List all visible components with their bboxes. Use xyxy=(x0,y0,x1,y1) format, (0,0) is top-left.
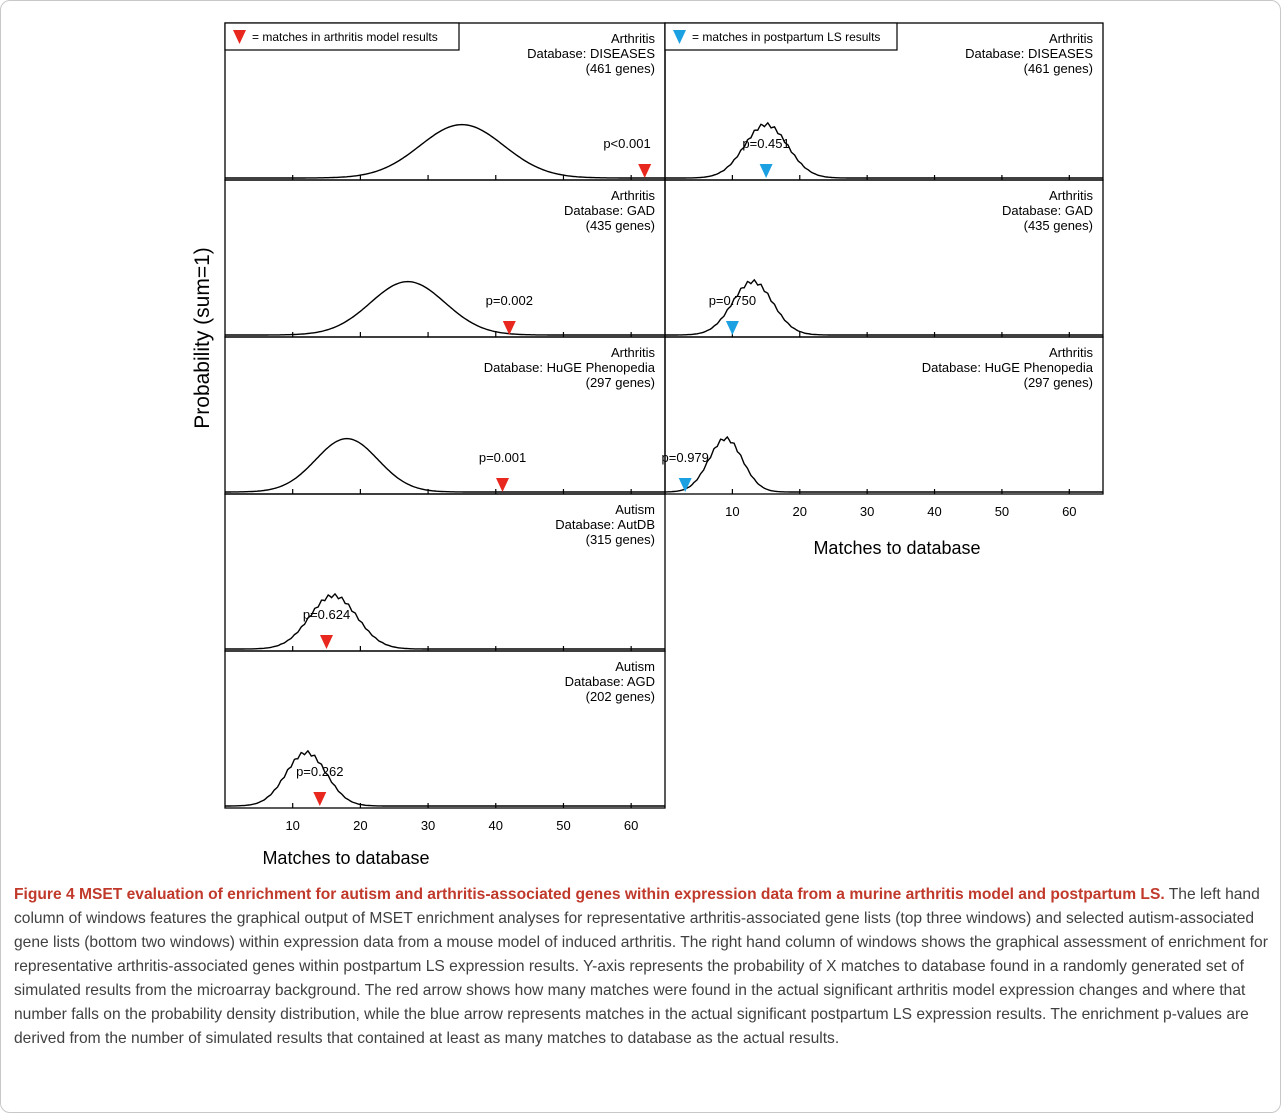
x-tick-label: 40 xyxy=(927,504,941,519)
distribution-curve xyxy=(225,592,665,650)
panel-database-label: Database: AutDB xyxy=(555,517,655,532)
observed-marker-red xyxy=(502,321,516,335)
panel-genes-label: (461 genes) xyxy=(1024,61,1093,76)
panel-database-label: Database: GAD xyxy=(564,203,655,218)
panel-genes-label: (297 genes) xyxy=(1024,375,1093,390)
x-tick-label: 50 xyxy=(995,504,1009,519)
legend-label: = matches in postpartum LS results xyxy=(692,30,880,44)
observed-marker-red xyxy=(496,478,509,492)
observed-marker-red xyxy=(313,792,327,806)
x-axis-label-right: Matches to database xyxy=(813,538,980,558)
observed-marker-blue xyxy=(759,164,773,178)
panel-frame xyxy=(224,650,666,809)
panel-disease-label: Arthritis xyxy=(1049,345,1094,360)
observed-marker-blue xyxy=(725,321,739,335)
panel-genes-label: (435 genes) xyxy=(586,218,655,233)
p-value-label: p=0.451 xyxy=(742,136,789,151)
x-tick-label: 40 xyxy=(489,818,503,833)
panel-database-label: Database: GAD xyxy=(1002,203,1093,218)
distribution-curve xyxy=(665,121,1103,179)
panel-genes-label: (461 genes) xyxy=(586,61,655,76)
observed-marker-red xyxy=(320,635,333,649)
panel-disease-label: Autism xyxy=(615,659,655,674)
x-tick-label: 60 xyxy=(1062,504,1076,519)
distribution-curve xyxy=(225,280,665,336)
figure-caption: Figure 4 MSET evaluation of enrichment f… xyxy=(14,883,1276,1051)
p-value-label: p=0.979 xyxy=(662,450,709,465)
panel-database-label: Database: AGD xyxy=(565,674,655,689)
p-value-label: p=0.002 xyxy=(486,293,533,308)
x-tick-label: 10 xyxy=(725,504,739,519)
distribution-curve xyxy=(225,437,665,493)
distribution-curve xyxy=(225,123,665,179)
panel-disease-label: Arthritis xyxy=(1049,31,1094,46)
legend-box xyxy=(224,22,460,51)
panel-disease-label: Autism xyxy=(615,502,655,517)
distribution-curve xyxy=(665,435,1103,493)
x-tick-label: 30 xyxy=(421,818,435,833)
p-value-label: p=0.001 xyxy=(479,450,526,465)
caption-title: Figure 4 MSET evaluation of enrichment f… xyxy=(14,886,1165,903)
panel-database-label: Database: DISEASES xyxy=(527,46,655,61)
panel-database-label: Database: HuGE Phenopedia xyxy=(922,360,1094,375)
panel-genes-label: (297 genes) xyxy=(586,375,655,390)
x-tick-label: 30 xyxy=(860,504,874,519)
panel-disease-label: Arthritis xyxy=(1049,188,1094,203)
legend-label: = matches in arthritis model results xyxy=(252,30,438,44)
legend-marker xyxy=(233,30,246,44)
p-value-label: p=0.750 xyxy=(709,293,756,308)
x-tick-label: 20 xyxy=(353,818,367,833)
legend-marker xyxy=(673,30,686,44)
x-tick-label: 50 xyxy=(556,818,570,833)
y-axis-label: Probability (sum=1) xyxy=(191,247,214,428)
x-tick-label: 20 xyxy=(793,504,807,519)
distribution-curve xyxy=(225,749,665,807)
legend-box xyxy=(664,22,898,51)
figure-chart: Probability (sum=1) Matches to database … xyxy=(191,22,1104,868)
x-tick-label: 10 xyxy=(285,818,299,833)
panel-disease-label: Arthritis xyxy=(611,31,656,46)
panel-disease-label: Arthritis xyxy=(611,188,656,203)
panel-genes-label: (315 genes) xyxy=(586,532,655,547)
x-tick-label: 60 xyxy=(624,818,638,833)
distribution-curve xyxy=(665,278,1103,336)
panel-database-label: Database: DISEASES xyxy=(965,46,1093,61)
panel-disease-label: Arthritis xyxy=(611,345,656,360)
panel-genes-label: (202 genes) xyxy=(586,689,655,704)
panel-database-label: Database: HuGE Phenopedia xyxy=(484,360,656,375)
caption-body: The left hand column of windows features… xyxy=(14,886,1268,1047)
p-value-label: p<0.001 xyxy=(603,136,650,151)
panel-frame xyxy=(664,336,1104,495)
x-axis-label-left: Matches to database xyxy=(262,848,429,868)
panel-genes-label: (435 genes) xyxy=(1024,218,1093,233)
p-value-label: p=0.262 xyxy=(296,764,343,779)
observed-marker-red xyxy=(638,164,652,178)
p-value-label: p=0.624 xyxy=(303,607,350,622)
observed-marker-blue xyxy=(678,478,692,492)
